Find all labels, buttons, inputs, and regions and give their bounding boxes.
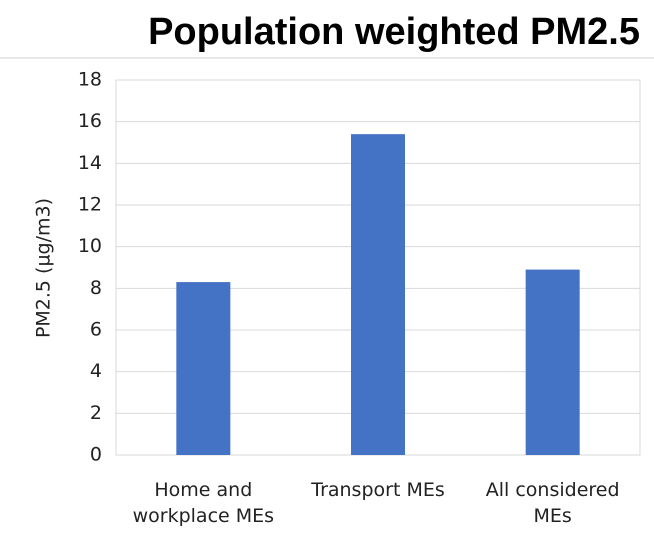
y-tick-label: 10 (78, 235, 102, 257)
y-axis-label: PM2.5 (µg/m3) (33, 198, 55, 338)
y-tick-label: 16 (78, 110, 102, 132)
bar (176, 282, 231, 455)
x-tick-label: Transport MEs (311, 479, 445, 501)
y-tick-label: 8 (90, 277, 102, 299)
x-tick-label: All considered MEs (485, 479, 620, 527)
y-tick-label: 14 (78, 152, 102, 174)
y-tick-label: 2 (90, 402, 102, 424)
bar (525, 269, 580, 455)
y-tick-label: 0 (90, 444, 102, 466)
x-tick-label: Home and workplace MEs (132, 479, 275, 527)
y-tick-label: 4 (90, 360, 102, 382)
y-tick-label: 18 (78, 69, 102, 91)
chart-title: Population weighted PM2.5 (148, 11, 640, 53)
y-tick-label: 6 (90, 319, 102, 341)
bar (351, 134, 405, 455)
y-tick-label: 12 (78, 194, 102, 216)
